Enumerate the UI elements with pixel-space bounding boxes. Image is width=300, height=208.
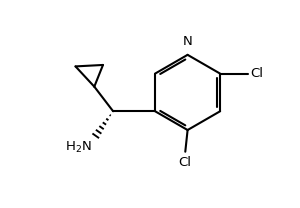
Text: N: N xyxy=(183,35,193,48)
Text: H$_2$N: H$_2$N xyxy=(64,140,92,155)
Text: Cl: Cl xyxy=(250,67,263,80)
Text: Cl: Cl xyxy=(178,156,191,169)
